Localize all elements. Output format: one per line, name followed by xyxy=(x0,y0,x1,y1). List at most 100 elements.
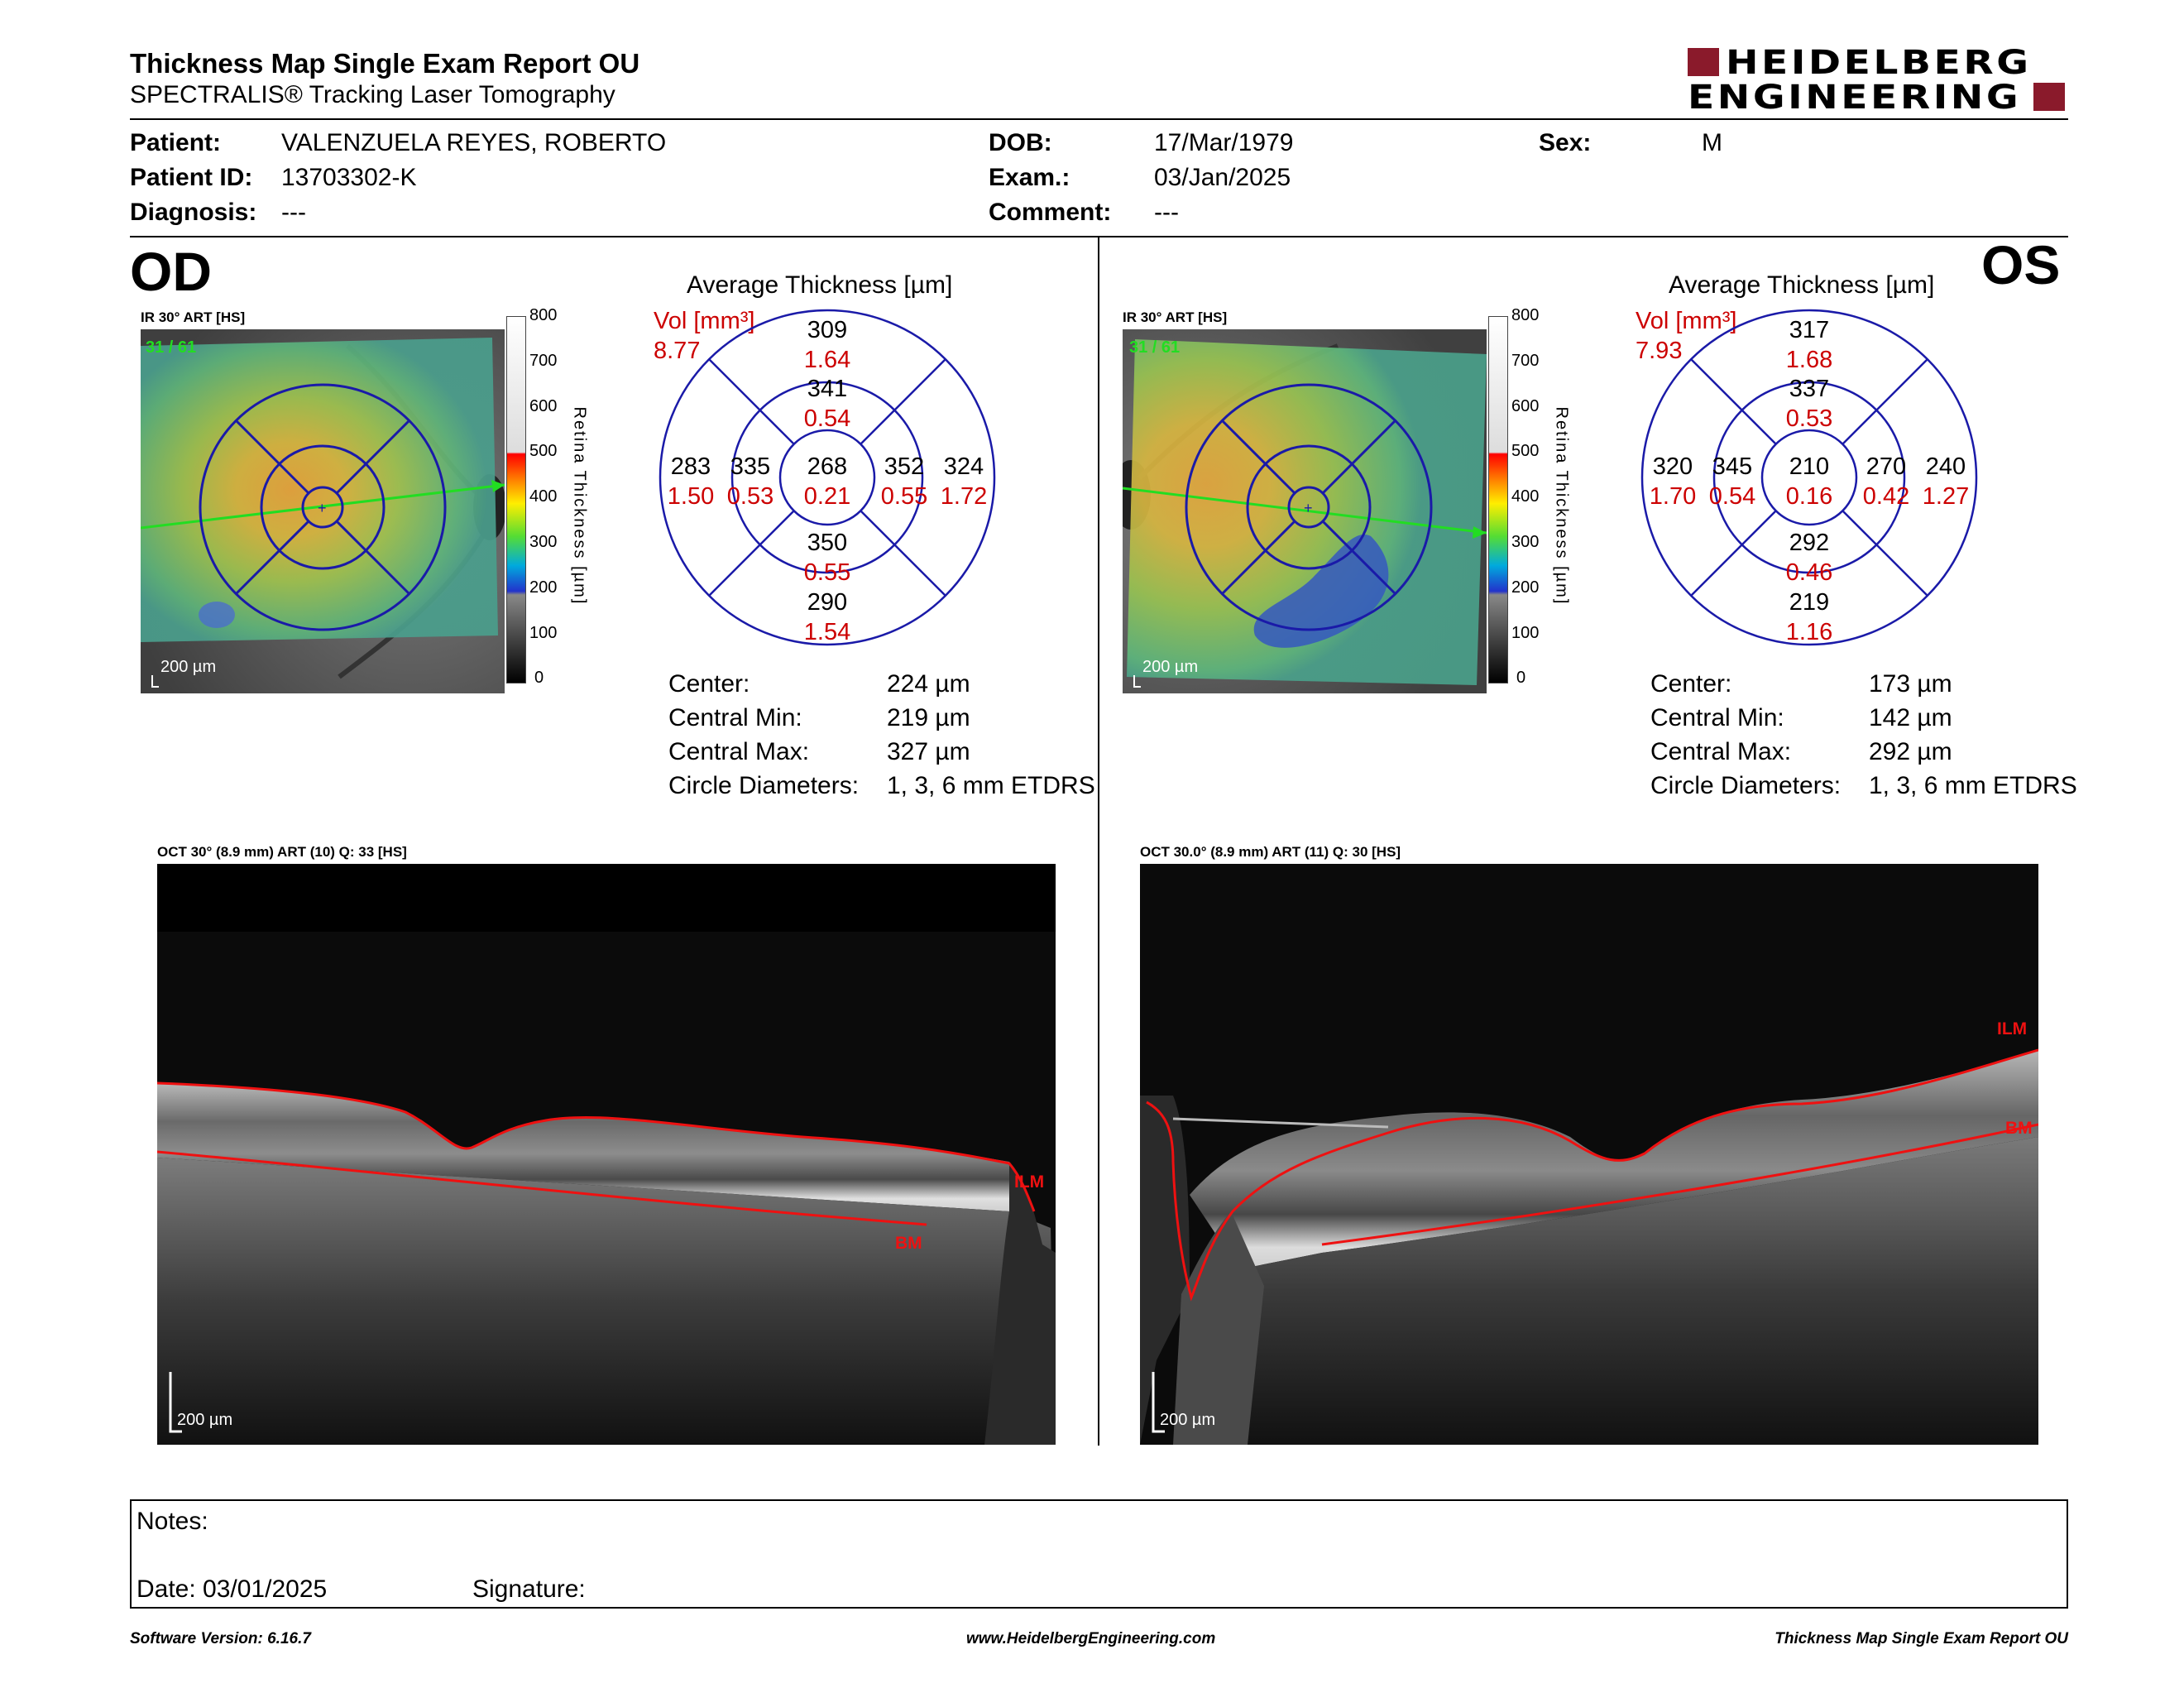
os-center-value: 173 µm xyxy=(1869,670,1952,698)
os-inner-left-thickness: 345 xyxy=(1712,453,1752,480)
os-tick-100: 100 xyxy=(1511,624,1540,642)
od-ir-label: IR 30° ART [HS] xyxy=(141,309,246,325)
dob-value: 17/Mar/1979 xyxy=(1154,129,1294,156)
od-inner-right-volume: 0.55 xyxy=(881,483,927,510)
od-outer-left-volume: 1.50 xyxy=(668,483,714,510)
os-center-volume: 0.16 xyxy=(1786,483,1832,510)
comment-value: --- xyxy=(1154,199,1179,226)
od-colorbar xyxy=(506,316,526,683)
header-divider xyxy=(130,118,2068,120)
os-grid-title: Average Thickness [µm] xyxy=(1669,271,1935,299)
od-ir-counter: 31 / 61 xyxy=(146,338,196,357)
od-bm-line xyxy=(157,1150,927,1226)
os-vol-total: 7.93 xyxy=(1636,338,1683,364)
os-bm-label: BM xyxy=(2005,1119,2033,1138)
od-heatmap-overlay xyxy=(141,338,498,642)
os-tick-400: 400 xyxy=(1511,487,1540,506)
os-outer-top-thickness: 317 xyxy=(1789,317,1829,343)
os-inner-bottom-thickness: 292 xyxy=(1789,530,1829,556)
logo-line-1: HEIDELBERG xyxy=(1726,44,2032,82)
os-center-thickness: 210 xyxy=(1789,453,1829,480)
patient-name: VALENZUELA REYES, ROBERTO xyxy=(281,129,667,156)
os-circle-diam-value: 1, 3, 6 mm ETDRS xyxy=(1869,772,2077,799)
od-outer-top-volume: 1.64 xyxy=(804,347,850,373)
signature-label: Signature: xyxy=(472,1575,586,1603)
od-etdrs-grid: 309 1.64 341 0.54 283 1.50 335 0.53 268 … xyxy=(659,309,996,646)
os-tick-0: 0 xyxy=(1516,669,1526,687)
os-inner-top-volume: 0.53 xyxy=(1786,405,1832,432)
od-central-min-value: 219 µm xyxy=(887,704,970,731)
od-center-label: Center: xyxy=(668,670,750,698)
os-eye-label: OS xyxy=(1981,234,2061,295)
comment-label: Comment: xyxy=(989,199,1112,226)
os-tick-700: 700 xyxy=(1511,352,1540,370)
os-etdrs-grid: 317 1.68 337 0.53 320 1.70 345 0.54 210 … xyxy=(1640,309,1978,646)
os-central-min-value: 142 µm xyxy=(1869,704,1952,731)
date-label: Date: 03/01/2025 xyxy=(136,1575,328,1603)
os-inner-bottom-volume: 0.46 xyxy=(1786,559,1832,586)
os-tick-600: 600 xyxy=(1511,397,1540,415)
od-central-max-label: Central Max: xyxy=(668,738,810,765)
od-tick-700: 700 xyxy=(529,352,558,370)
od-tick-0: 0 xyxy=(534,669,544,687)
od-central-max-value: 327 µm xyxy=(887,738,970,765)
os-outer-left-volume: 1.70 xyxy=(1650,483,1696,510)
od-central-min-label: Central Min: xyxy=(668,704,802,731)
od-ilm-line xyxy=(157,1081,1036,1212)
od-bm-label: BM xyxy=(895,1234,922,1253)
patient-id: 13703302-K xyxy=(281,164,417,191)
od-inner-top-volume: 0.54 xyxy=(804,405,850,432)
os-center-label: Center: xyxy=(1650,670,1732,698)
svg-text:+: + xyxy=(318,500,327,516)
eye-divider xyxy=(1098,237,1099,1446)
os-central-max-label: Central Max: xyxy=(1650,738,1792,765)
os-colorbar-title: Retina Thickness [µm] xyxy=(1552,406,1571,606)
heidelberg-logo: HEIDELBERG ENGINEERING xyxy=(1688,46,2068,114)
od-inner-left-volume: 0.53 xyxy=(727,483,774,510)
od-center-thickness: 268 xyxy=(807,453,847,480)
od-tick-500: 500 xyxy=(529,442,558,460)
os-ilm-label: ILM xyxy=(1997,1019,2027,1038)
website-link[interactable]: www.HeidelbergEngineering.com xyxy=(966,1630,1216,1647)
od-outer-top-thickness: 309 xyxy=(807,317,847,343)
od-oct-label: OCT 30° (8.9 mm) ART (10) Q: 33 [HS] xyxy=(157,844,407,860)
notes-label: Notes: xyxy=(136,1508,208,1535)
sex-label: Sex: xyxy=(1539,129,1592,156)
os-outer-bottom-thickness: 219 xyxy=(1789,589,1829,616)
info-divider xyxy=(130,236,2068,237)
os-ilm-line xyxy=(1146,1048,2038,1302)
od-inner-bottom-volume: 0.55 xyxy=(804,559,850,586)
os-oct-bscan: ILM BM 200 µm xyxy=(1140,864,2038,1445)
notes-box: Notes: Date: 03/01/2025 Signature: xyxy=(130,1499,2068,1609)
exam-value: 03/Jan/2025 xyxy=(1154,164,1291,191)
os-outer-bottom-volume: 1.16 xyxy=(1786,619,1832,645)
report-title: Thickness Map Single Exam Report OU xyxy=(130,48,640,79)
logo-line-2: ENGINEERING xyxy=(1688,79,2022,117)
os-outer-right-volume: 1.27 xyxy=(1923,483,1969,510)
od-ilm-label: ILM xyxy=(1014,1172,1044,1192)
os-ir-scale-label: 200 µm xyxy=(1142,658,1198,676)
od-inner-bottom-thickness: 350 xyxy=(807,530,847,556)
software-version: Software Version: 6.16.7 xyxy=(130,1630,311,1647)
od-tick-100: 100 xyxy=(529,624,558,642)
os-bm-line xyxy=(1321,1123,2038,1246)
od-outer-bottom-thickness: 290 xyxy=(807,589,847,616)
od-outer-right-thickness: 324 xyxy=(944,453,984,480)
od-colorbar-title: Retina Thickness [µm] xyxy=(570,406,589,606)
os-tick-300: 300 xyxy=(1511,533,1540,551)
od-oct-scale-label: 200 µm xyxy=(177,1411,232,1429)
os-tick-500: 500 xyxy=(1511,442,1540,460)
od-ir-scale-label: 200 µm xyxy=(160,658,216,676)
od-outer-bottom-volume: 1.54 xyxy=(804,619,850,645)
logo-square-bottom xyxy=(2033,83,2065,111)
os-inner-right-thickness: 270 xyxy=(1866,453,1906,480)
diagnosis-label: Diagnosis: xyxy=(130,199,257,226)
od-tick-200: 200 xyxy=(529,578,558,597)
od-inner-top-thickness: 341 xyxy=(807,376,847,402)
od-center-value: 224 µm xyxy=(887,670,970,698)
os-oct-label: OCT 30.0° (8.9 mm) ART (11) Q: 30 [HS] xyxy=(1140,844,1401,860)
os-ir-thickness-map: 31 / 61 + 200 µm xyxy=(1123,329,1487,693)
od-outer-right-volume: 1.72 xyxy=(941,483,987,510)
os-outer-right-thickness: 240 xyxy=(1926,453,1966,480)
os-tick-200: 200 xyxy=(1511,578,1540,597)
